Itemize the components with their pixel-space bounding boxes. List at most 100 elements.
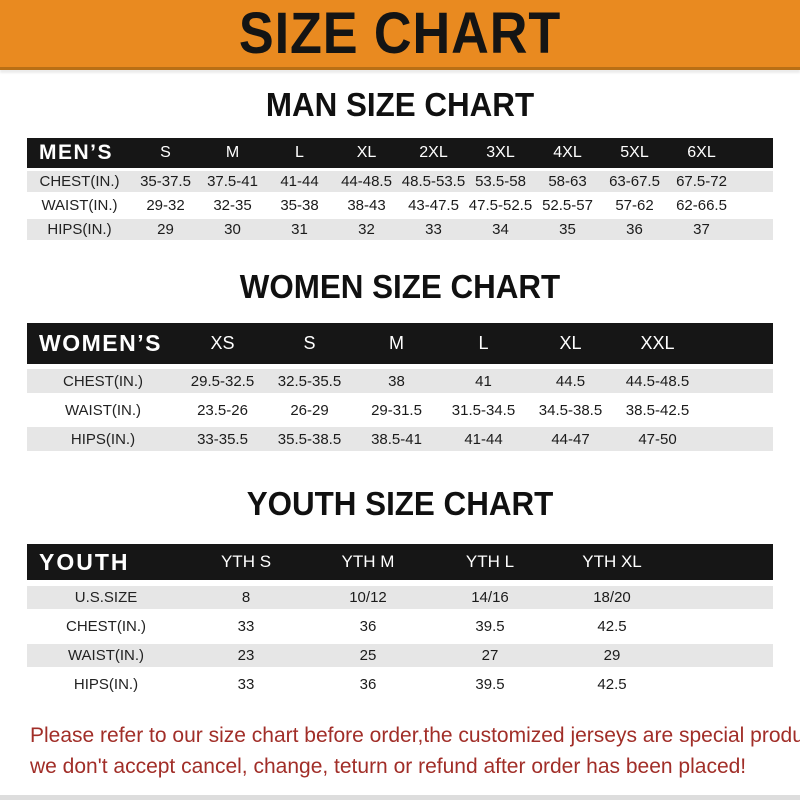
row-filler [701,398,773,422]
cell: 31.5-34.5 [440,398,527,422]
cell: 39.5 [429,673,551,696]
cell: 39.5 [429,615,551,638]
row-filler [701,427,773,451]
cell: 63-67.5 [601,171,668,192]
cell: 36 [601,219,668,240]
cell: 26-29 [266,398,353,422]
cell: 35.5-38.5 [266,427,353,451]
men-section-heading: MAN SIZE CHART [265,86,535,123]
cell: 42.5 [551,673,673,696]
header-filler [735,138,773,168]
column-header: YTH L [429,544,551,580]
cell: 37.5-41 [199,171,266,192]
cell: 25 [307,644,429,667]
cell: 52.5-57 [534,195,601,216]
disclaimer-line-1: Please refer to our size chart before or… [30,724,800,747]
column-header: S [266,323,353,364]
women-size-table: WOMEN’S XS S M L XL XXL CHEST(IN.) 29.5-32.5 32.5… [27,318,773,456]
cell: 42.5 [551,615,673,638]
column-header: YTH S [185,544,307,580]
cell: 14/16 [429,586,551,609]
cell: 44.5-48.5 [614,369,701,393]
cell: 8 [185,586,307,609]
cell: 47-50 [614,427,701,451]
row-label: HIPS(IN.) [27,219,132,240]
column-header: M [353,323,440,364]
table-row: CHEST(IN.) 33 36 39.5 42.5 [27,615,773,638]
size-chart-banner: SIZE CHART [0,0,800,70]
cell: 10/12 [307,586,429,609]
cell: 53.5-58 [467,171,534,192]
row-label: WAIST(IN.) [27,398,179,422]
youth-size-section: YOUTH SIZE CHART YOUTH YTH S YTH M YTH L YTH… [0,486,800,702]
row-label: HIPS(IN.) [27,673,185,696]
column-header: 5XL [601,138,668,168]
table-title: MEN’S [27,138,132,168]
column-header: 2XL [400,138,467,168]
table-title: YOUTH [27,544,185,580]
row-label: U.S.SIZE [27,586,185,609]
header-filler [701,323,773,364]
cell: 44-48.5 [333,171,400,192]
cell: 36 [307,673,429,696]
table-row: HIPS(IN.) 33-35.5 35.5-38.5 38.5-41 41-44 44-… [27,427,773,451]
cell: 29-31.5 [353,398,440,422]
cell: 38.5-41 [353,427,440,451]
table-row: WAIST(IN.) 29-32 32-35 35-38 38-43 43-47.5 47.… [27,195,773,216]
row-filler [701,369,773,393]
column-header: YTH XL [551,544,673,580]
men-size-section: MAN SIZE CHART MEN’S S M L XL 2XL 3XL 4XL 5XL 6XL… [0,87,800,243]
table-row: WAIST(IN.) 23 25 27 29 [27,644,773,667]
banner-title: SIZE CHART [238,0,562,66]
cell: 29 [132,219,199,240]
cell: 38.5-42.5 [614,398,701,422]
cell: 41-44 [266,171,333,192]
row-filler [735,171,773,192]
cell: 23.5-26 [179,398,266,422]
table-row: WAIST(IN.) 23.5-26 26-29 29-31.5 31.5-34.5 34… [27,398,773,422]
cell: 37 [668,219,735,240]
column-header: L [266,138,333,168]
cell: 31 [266,219,333,240]
youth-section-heading: YOUTH SIZE CHART [246,485,554,522]
cell: 38 [353,369,440,393]
cell: 35 [534,219,601,240]
table-row: CHEST(IN.) 35-37.5 37.5-41 41-44 44-48.5 48.5… [27,171,773,192]
row-filler [673,673,773,696]
cell: 33 [400,219,467,240]
column-header: XS [179,323,266,364]
column-header: 6XL [668,138,735,168]
row-label: HIPS(IN.) [27,427,179,451]
cell: 18/20 [551,586,673,609]
cell: 36 [307,615,429,638]
column-header: XXL [614,323,701,364]
cell: 58-63 [534,171,601,192]
cell: 29-32 [132,195,199,216]
men-size-table: MEN’S S M L XL 2XL 3XL 4XL 5XL 6XL CHEST(IN.) 35-37… [27,135,773,243]
cell: 34.5-38.5 [527,398,614,422]
table-row: HIPS(IN.) 29 30 31 32 33 34 35 36 37 [27,219,773,240]
women-section-heading: WOMEN SIZE CHART [239,268,561,305]
row-label: CHEST(IN.) [27,369,179,393]
bottom-edge-strip [0,795,800,800]
cell: 47.5-52.5 [467,195,534,216]
cell: 33 [185,673,307,696]
table-row: U.S.SIZE 8 10/12 14/16 18/20 [27,586,773,609]
cell: 48.5-53.5 [400,171,467,192]
column-header: XL [527,323,614,364]
women-size-section: WOMEN SIZE CHART WOMEN’S XS S M L XL XXL CHEST(… [0,269,800,456]
cell: 33 [185,615,307,638]
order-disclaimer: Please refer to our size chart before or… [30,720,800,782]
cell: 35-37.5 [132,171,199,192]
row-filler [735,195,773,216]
row-label: CHEST(IN.) [27,171,132,192]
row-label: WAIST(IN.) [27,644,185,667]
youth-size-table: YOUTH YTH S YTH M YTH L YTH XL U.S.SIZE 8 10/12… [27,538,773,702]
disclaimer-line-2: we don't accept cancel, change, teturn o… [30,755,747,778]
column-header: S [132,138,199,168]
row-filler [735,219,773,240]
cell: 32-35 [199,195,266,216]
cell: 41 [440,369,527,393]
column-header: YTH M [307,544,429,580]
table-header-row: MEN’S S M L XL 2XL 3XL 4XL 5XL 6XL [27,138,773,168]
